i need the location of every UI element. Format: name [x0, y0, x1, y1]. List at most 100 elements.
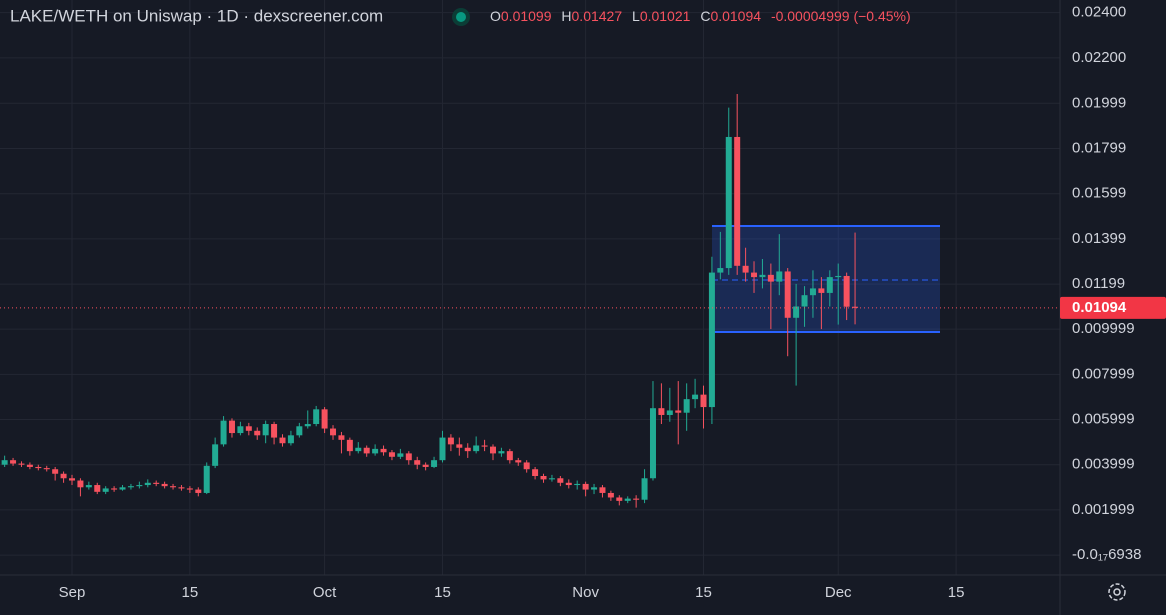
candle-body — [599, 487, 606, 493]
candle-body — [852, 306, 859, 308]
candle-body — [346, 439, 353, 452]
candle-body — [170, 486, 177, 488]
candle-body — [641, 478, 648, 500]
ohlc-legend: O0.01099 H0.01427 L0.01021 C0.01094 -0.0… — [490, 8, 911, 24]
candle-body — [304, 424, 311, 427]
candle-body — [313, 409, 320, 425]
candle-body — [228, 420, 235, 434]
candle-body — [809, 288, 816, 296]
candle-body — [85, 485, 92, 488]
legend-change: -0.00004999 (−0.45%) — [771, 8, 911, 24]
candle-body — [111, 488, 118, 490]
y-tick-label: 0.02400 — [1072, 4, 1126, 21]
legend-label: C — [700, 8, 710, 24]
candle-body — [574, 483, 581, 486]
candle-body — [102, 488, 109, 492]
status-dot — [456, 12, 466, 22]
candle-body — [843, 275, 850, 307]
candle-body — [532, 469, 539, 477]
x-tick-label: 15 — [948, 584, 965, 601]
candle-body — [363, 447, 370, 454]
candle-body — [793, 306, 800, 318]
x-tick-label: 15 — [434, 584, 451, 601]
candle-body — [26, 464, 33, 467]
y-tick-label: 0.01799 — [1072, 139, 1126, 156]
legend-label: H — [561, 8, 571, 24]
candle-body — [540, 476, 547, 480]
candle-body — [144, 482, 151, 486]
x-tick-label: Dec — [825, 584, 852, 601]
y-tick-label: 0.02200 — [1072, 49, 1126, 66]
legend-value: 0.01021 — [640, 8, 691, 24]
candle-body — [414, 460, 421, 465]
candle-body — [683, 399, 690, 413]
candle-body — [447, 437, 454, 445]
candle-body — [490, 446, 496, 454]
x-tick-label: Sep — [59, 584, 86, 601]
candle-body — [826, 277, 833, 293]
candle-body — [127, 486, 134, 488]
candle-body — [464, 447, 471, 452]
candle-body — [498, 451, 505, 454]
candle-body — [212, 444, 219, 466]
x-tick-label: 15 — [182, 584, 199, 601]
legend-value: 0.01099 — [501, 8, 552, 24]
chart-title: LAKE/WETH on Uniswap · 1D · dexscreener.… — [10, 6, 383, 25]
candle-body — [18, 463, 25, 465]
x-tick-label: 15 — [695, 584, 712, 601]
candle-body — [60, 473, 67, 479]
candle-body — [372, 448, 379, 454]
candle-body — [692, 394, 699, 400]
y-tick-label: 0.01999 — [1072, 94, 1126, 111]
settings-gear[interactable] — [1108, 583, 1126, 601]
candle-body — [1, 460, 8, 465]
price-label-box — [1060, 296, 1166, 319]
price-label: 0.01094 — [1072, 299, 1127, 316]
candle-body — [666, 410, 673, 415]
candle-body — [624, 498, 631, 501]
x-tick-label: Nov — [572, 584, 599, 601]
range-box[interactable] — [712, 226, 940, 332]
candle-body — [818, 288, 825, 293]
candle-body — [119, 487, 126, 490]
candle-body — [582, 483, 589, 490]
candle-body — [734, 136, 741, 266]
candle-body — [254, 430, 261, 436]
candle-body — [77, 480, 84, 488]
candle-body — [776, 271, 783, 282]
candle-body — [616, 497, 623, 501]
candle-body — [431, 460, 438, 467]
candle-body — [784, 271, 791, 318]
candle-body — [397, 453, 404, 457]
candle-body — [69, 478, 75, 481]
candle-body — [43, 468, 50, 470]
y-tick-label: 0.01399 — [1072, 230, 1126, 247]
candle-body — [717, 268, 724, 273]
candle-body — [607, 492, 614, 498]
header: LAKE/WETH on Uniswap · 1D · dexscreener.… — [10, 6, 911, 26]
candle-body — [439, 437, 446, 461]
y-tick-label: 0.003999 — [1072, 456, 1135, 473]
candle-body — [338, 435, 345, 440]
range-drawing[interactable] — [712, 225, 940, 333]
candle-body — [725, 136, 732, 269]
candle-body — [557, 478, 564, 483]
candle-body — [35, 466, 42, 469]
candle-body — [473, 445, 480, 452]
candle-body — [52, 469, 59, 474]
candle-body — [136, 485, 143, 487]
candle-body — [405, 453, 412, 461]
candle-body — [245, 426, 252, 431]
candle-body — [279, 437, 286, 444]
candle-body — [161, 483, 168, 487]
legend-label: L — [632, 8, 640, 24]
candle-body — [835, 275, 842, 278]
candle-body — [330, 428, 337, 436]
settings-button[interactable] — [1108, 583, 1126, 601]
candle-body — [271, 424, 278, 438]
candle-body — [591, 487, 598, 490]
candle-body — [565, 482, 572, 486]
candle-body — [178, 487, 185, 489]
